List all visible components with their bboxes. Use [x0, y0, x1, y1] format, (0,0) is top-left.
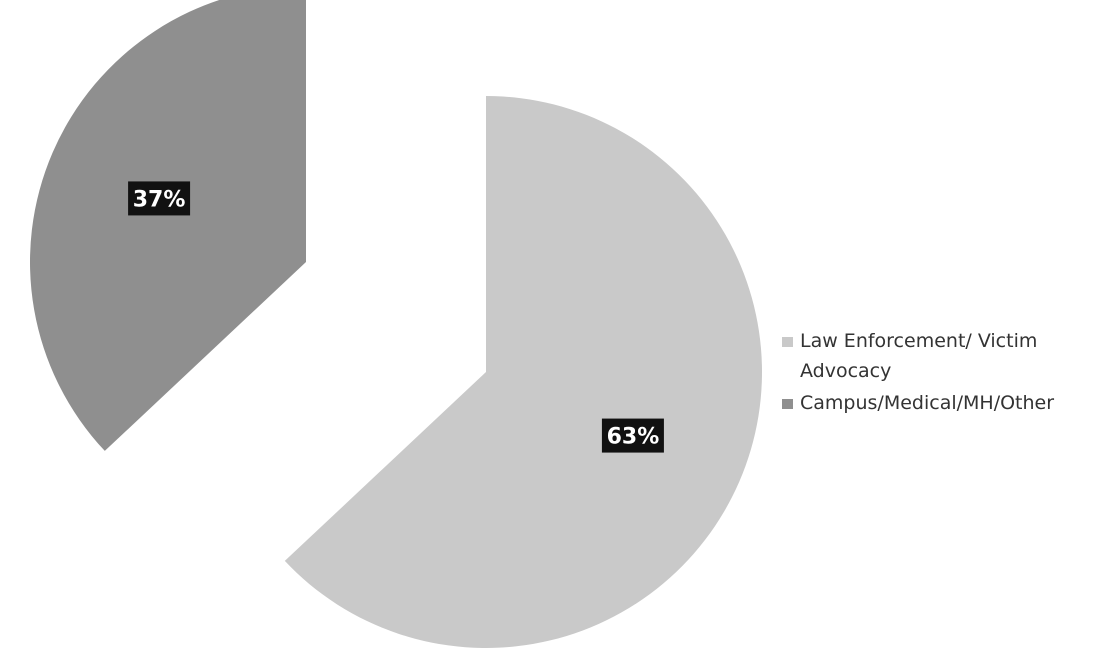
legend-item-campus-medical: Campus/Medical/MH/Other [782, 388, 1118, 418]
legend-label-law-enforcement: Law Enforcement/ Victim Advocacy [800, 330, 1038, 382]
pie-slices [30, 0, 762, 648]
legend-label-campus-medical: Campus/Medical/MH/Other [800, 392, 1055, 414]
slice-label-background [128, 181, 191, 216]
pie-slice-law-enforcement [284, 96, 762, 648]
legend: Law Enforcement/ Victim Advocacy Campus/… [782, 326, 1118, 420]
legend-item-law-enforcement: Law Enforcement/ Victim Advocacy [782, 326, 1118, 386]
slice-label-background [601, 418, 664, 453]
slice-value-text: 37% [133, 187, 186, 212]
pie-slice-campus-medical [30, 0, 306, 451]
slice-value-text: 63% [607, 425, 660, 450]
slice-labels: 63% 37% [128, 181, 664, 453]
slice-label-law-enforcement: 63% [601, 418, 664, 453]
legend-swatch-law-enforcement [782, 337, 793, 347]
legend-swatch-campus-medical [782, 399, 793, 409]
slice-label-campus-medical: 37% [128, 181, 191, 216]
